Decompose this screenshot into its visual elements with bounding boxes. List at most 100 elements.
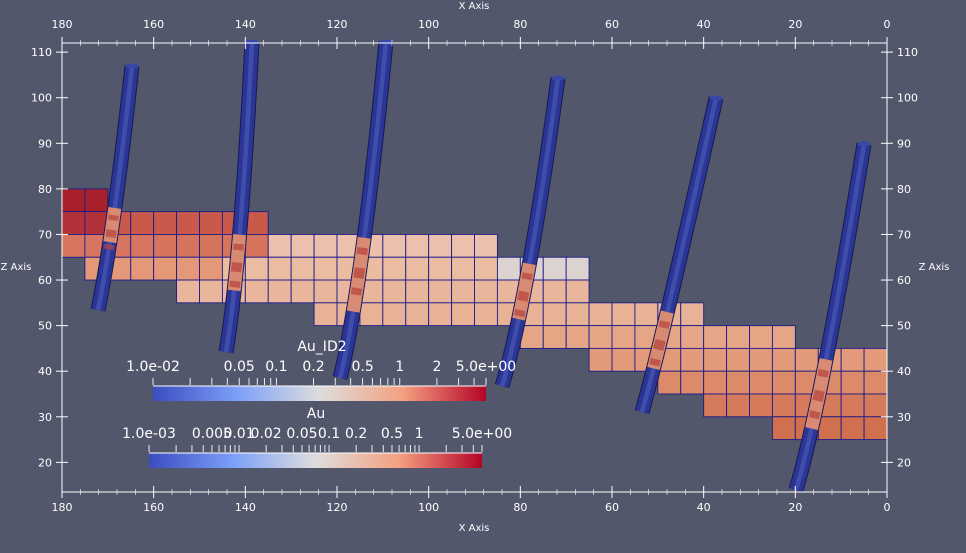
scalar-bar-au-id2[interactable]: Au_ID2 1.0e-02 0.05 0.1 0.2 0.5 1 2 5.0e+00 [126,339,516,401]
z-tick-label: 60 [897,274,911,287]
drillhole [494,75,566,389]
block-cell [680,302,705,327]
drillhole [634,95,724,415]
block-cell [244,256,269,281]
scalar-bar-au-label: 5.0e+00 [452,426,512,442]
drillhole [332,39,394,380]
z-tick-label: 90 [38,137,52,150]
x-axis-ticks-bottom: 180 160 140 120 100 80 60 40 20 0 [52,486,891,514]
block-cell [267,279,292,304]
block-cell [726,370,750,395]
z-axis-ticks-right: 110 100 90 80 70 60 50 40 30 20 [881,46,918,469]
x-axis-ticks-top: 180 160 140 120 100 80 60 40 20 0 [52,18,891,49]
scalar-bar-au-id2-label: 0.1 [265,359,287,375]
drillhole-assay-interval [495,77,565,388]
scalar-bar-au-id2-title: Au_ID2 [297,339,346,355]
z-tick-label: 30 [38,411,52,424]
block-cell [726,325,750,349]
block-cell [726,347,750,372]
scalar-bar-au-id2-label: 0.2 [302,359,324,375]
block-cell [313,302,338,327]
block-cell [749,393,773,418]
x-axis-title-top: X Axis [459,1,490,12]
x-tick-label: 180 [52,18,73,31]
block-cell [199,234,223,258]
block-cell [542,325,567,349]
z-tick-label: 80 [38,183,52,196]
block-cell [428,302,453,327]
z-axis-title-left: Z Axis [1,262,32,273]
block-cell [451,234,475,258]
block-cell [565,256,590,281]
block-cell [359,302,384,327]
x-tick-label: 80 [513,501,527,514]
z-tick-label: 30 [897,411,911,424]
block-cell [611,302,636,327]
x-axis-title-bottom: X Axis [459,523,490,534]
block-cell [749,370,773,395]
block-cell [382,256,407,281]
scalar-bar-au-label: 0.05 [286,426,317,442]
block-cell [474,279,498,304]
block-cell [565,325,590,349]
block-cell [771,370,796,395]
scalar-bar-au-id2-label: 2 [432,359,441,375]
x-tick-label: 140 [235,18,256,31]
block-cell [588,325,613,349]
block-cell [451,279,475,304]
block-cell [749,325,773,349]
block-cell [863,370,888,395]
z-tick-label: 20 [38,456,52,469]
drillhole-assay-interval [91,65,139,312]
block-cell [840,416,865,441]
block-cell [771,416,796,441]
block-cell [565,302,590,327]
block-cell [726,393,750,418]
x-tick-label: 20 [788,18,802,31]
block-cell [153,256,178,281]
block-cell [405,256,430,281]
z-tick-label: 90 [897,137,911,150]
scalar-bar-au-label: 0.005 [192,426,232,442]
block-cell [382,234,407,258]
block-cell [451,256,475,281]
block-cell [405,234,430,258]
block-cell [611,325,636,349]
x-tick-label: 120 [327,501,348,514]
block-cell [61,211,86,235]
block-cell [176,211,200,235]
block-cell [130,234,155,258]
z-tick-label: 20 [897,456,911,469]
block-cell [703,370,728,395]
z-tick-label: 50 [897,320,911,333]
block-cell [680,347,705,372]
z-axis-title-right: Z Axis [919,262,950,273]
block-cell [680,325,705,349]
block-cell [405,302,430,327]
block-cell [290,256,315,281]
x-tick-label: 60 [605,18,619,31]
block-cell [588,347,613,372]
block-cell [542,302,567,327]
block-cell [428,234,453,258]
block-cell [153,234,178,258]
block-cell [542,279,567,304]
block-cell [496,256,521,281]
x-tick-label: 80 [513,18,527,31]
z-tick-label: 60 [38,274,52,287]
block-cell [382,302,407,327]
z-tick-label: 70 [897,228,911,241]
block-cell [244,234,269,258]
scalar-bar-au-label: 0.5 [381,426,403,442]
block-cell [290,234,315,258]
block-cell [703,393,728,418]
block-cell [199,256,223,281]
block-cell [199,211,223,235]
block-cell [794,347,819,372]
z-axis-ticks-left: 110 100 90 80 70 60 50 40 30 20 [31,46,68,469]
block-cell [382,279,407,304]
block-cell [61,234,86,258]
